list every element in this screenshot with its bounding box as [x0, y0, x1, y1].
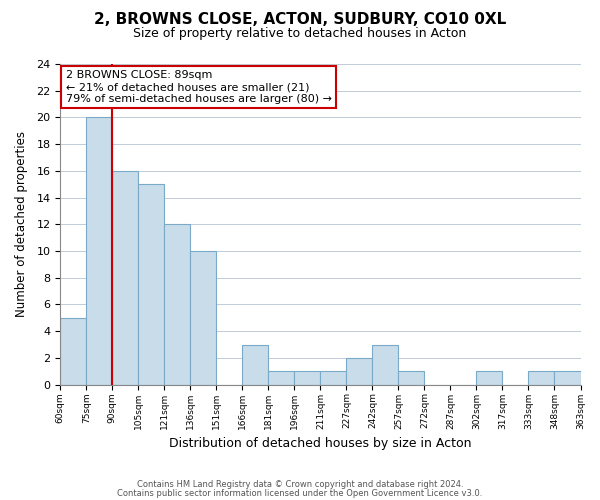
Text: Size of property relative to detached houses in Acton: Size of property relative to detached ho… — [133, 28, 467, 40]
Bar — [190, 251, 217, 384]
Bar — [86, 118, 112, 384]
Bar — [398, 372, 424, 384]
Bar — [529, 372, 554, 384]
Bar — [554, 372, 581, 384]
Y-axis label: Number of detached properties: Number of detached properties — [15, 132, 28, 318]
Bar — [295, 372, 320, 384]
Bar — [476, 372, 502, 384]
Bar — [164, 224, 190, 384]
Bar — [61, 318, 86, 384]
Text: 2 BROWNS CLOSE: 89sqm
← 21% of detached houses are smaller (21)
79% of semi-deta: 2 BROWNS CLOSE: 89sqm ← 21% of detached … — [65, 70, 332, 104]
Text: Contains public sector information licensed under the Open Government Licence v3: Contains public sector information licen… — [118, 488, 482, 498]
Text: Contains HM Land Registry data © Crown copyright and database right 2024.: Contains HM Land Registry data © Crown c… — [137, 480, 463, 489]
Bar — [112, 171, 139, 384]
Bar — [268, 372, 295, 384]
Bar — [373, 344, 398, 385]
Bar — [139, 184, 164, 384]
Bar — [242, 344, 268, 385]
X-axis label: Distribution of detached houses by size in Acton: Distribution of detached houses by size … — [169, 437, 472, 450]
Bar — [320, 372, 346, 384]
Bar — [346, 358, 373, 384]
Text: 2, BROWNS CLOSE, ACTON, SUDBURY, CO10 0XL: 2, BROWNS CLOSE, ACTON, SUDBURY, CO10 0X… — [94, 12, 506, 28]
